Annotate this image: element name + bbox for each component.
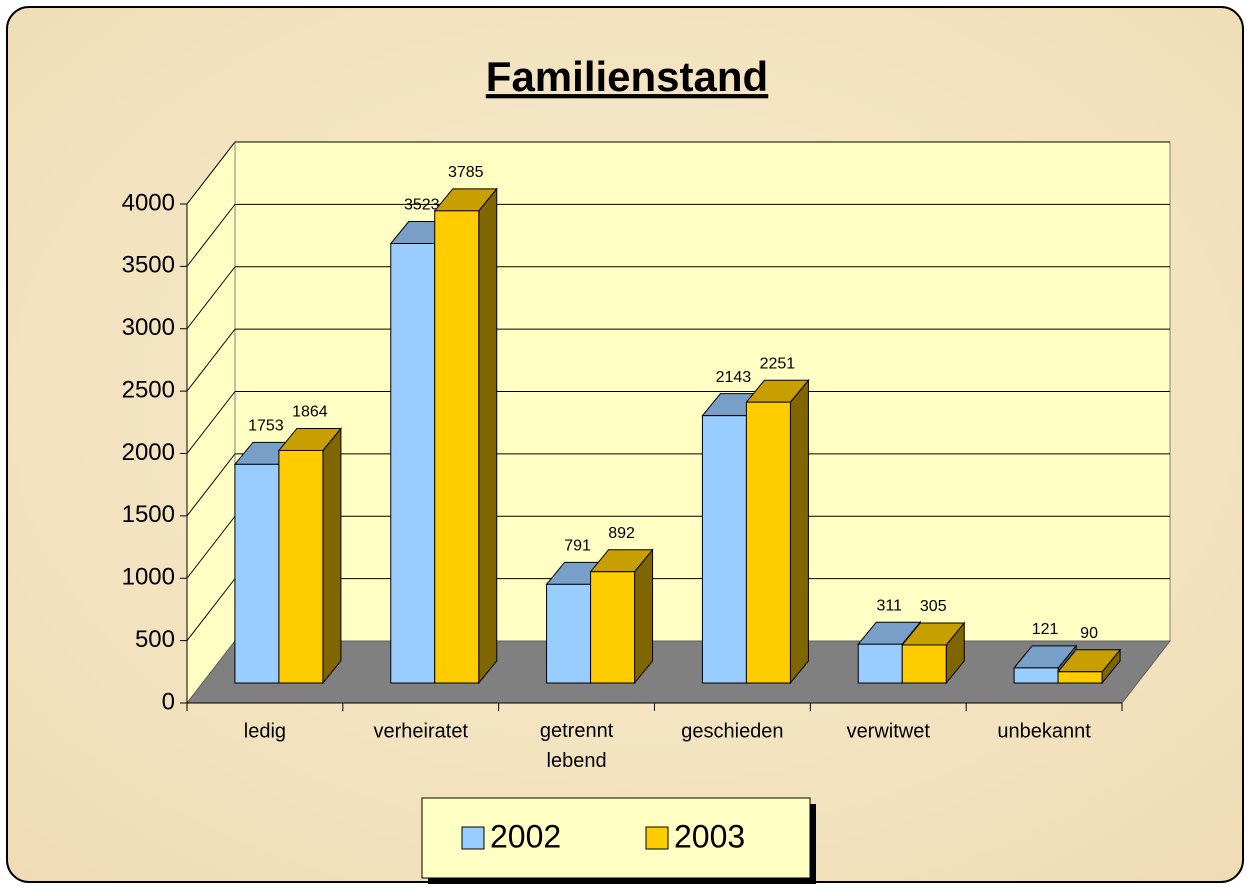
value-label: 1864 bbox=[292, 404, 328, 421]
x-tick-label: geschieden bbox=[681, 720, 783, 742]
y-tick-label: 0 bbox=[162, 688, 175, 715]
bar bbox=[1057, 671, 1103, 684]
value-label: 3523 bbox=[404, 197, 440, 214]
y-tick-label: 2500 bbox=[122, 376, 175, 403]
grid-line bbox=[186, 453, 236, 517]
grid-line bbox=[186, 578, 236, 641]
value-label: 305 bbox=[920, 598, 947, 615]
y-tick-label: 1500 bbox=[122, 501, 175, 528]
bar bbox=[278, 449, 324, 684]
y-tick-label: 4000 bbox=[122, 189, 175, 216]
bar bbox=[546, 583, 592, 684]
grid-line bbox=[186, 391, 236, 454]
bar bbox=[234, 463, 280, 684]
grid-line bbox=[186, 141, 236, 205]
bar bbox=[901, 644, 947, 684]
bar bbox=[857, 643, 903, 684]
legend-swatch bbox=[645, 826, 669, 850]
x-tick-label: ledig bbox=[244, 720, 286, 742]
legend-swatch bbox=[461, 826, 485, 850]
bar bbox=[745, 401, 791, 684]
y-tick-label: 500 bbox=[135, 626, 175, 653]
value-label: 3785 bbox=[448, 164, 484, 181]
value-label: 892 bbox=[608, 525, 635, 542]
bar bbox=[390, 243, 436, 684]
grid-line bbox=[186, 204, 236, 267]
bar-side bbox=[634, 548, 654, 685]
y-tick-label: 3000 bbox=[122, 314, 175, 341]
bar-side bbox=[322, 427, 342, 685]
value-label: 1753 bbox=[248, 418, 284, 435]
bar bbox=[590, 571, 636, 684]
legend-box bbox=[421, 797, 811, 879]
legend: 2002 2003 bbox=[421, 797, 816, 884]
value-label: 2143 bbox=[716, 369, 752, 386]
x-tick-label: getrennt lebend bbox=[540, 720, 614, 772]
bar-side bbox=[478, 187, 498, 685]
chart-title: Familienstand bbox=[486, 53, 768, 100]
plot-area: 0 500 1000 1500 2000 2500 3000 3500 4000 ledig 175… bbox=[122, 140, 1172, 772]
grid-line bbox=[186, 266, 236, 330]
value-label: 90 bbox=[1080, 625, 1098, 642]
value-label: 791 bbox=[564, 538, 591, 555]
y-tick-label: 3500 bbox=[122, 252, 175, 279]
legend-label: 2003 bbox=[674, 818, 745, 854]
value-label: 311 bbox=[876, 597, 902, 614]
value-label: 2251 bbox=[760, 355, 796, 372]
legend-label: 2002 bbox=[490, 818, 561, 854]
bar bbox=[701, 415, 747, 684]
x-tick-label: verwitwet bbox=[847, 720, 931, 742]
y-tick-label: 2000 bbox=[122, 439, 175, 466]
x-tick-label: unbekannt bbox=[997, 720, 1091, 742]
bar bbox=[434, 210, 480, 684]
y-tick-label: 1000 bbox=[122, 564, 175, 591]
bar bbox=[1013, 667, 1059, 684]
grid-line bbox=[186, 328, 236, 392]
x-tick-label: verheiratet bbox=[374, 720, 469, 742]
value-label: 121 bbox=[1032, 621, 1059, 638]
bar-side bbox=[789, 378, 809, 685]
grid-line bbox=[186, 515, 236, 579]
